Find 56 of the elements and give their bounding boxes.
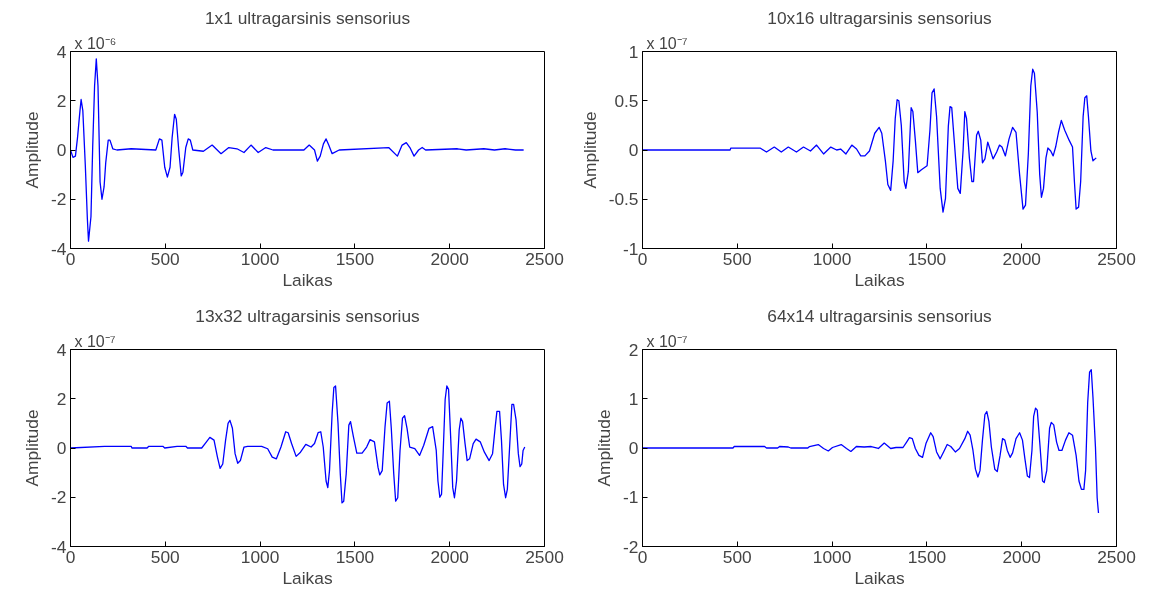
- y-tick-label: -2: [51, 487, 67, 508]
- y-tick-label: 2: [56, 388, 67, 409]
- x-tick-label: 500: [722, 546, 752, 567]
- x-tick-label: 500: [150, 546, 180, 567]
- y-axis-title: Amplitude: [579, 111, 600, 189]
- y-tick-label: 0.5: [614, 90, 639, 111]
- chart-title: 13x32 ultragarsinis sensorius: [195, 305, 421, 326]
- y-tick-label: 2: [56, 90, 67, 111]
- y-tick-label: 4: [56, 41, 67, 62]
- x-tick-label: 1000: [812, 248, 852, 269]
- x-tick-label: 1000: [240, 546, 280, 567]
- x-tick-label: 1000: [812, 546, 852, 567]
- x-tick-label: 2500: [1097, 248, 1136, 269]
- x-axis-title: Laikas: [282, 269, 333, 290]
- chart-title: 1x1 ultragarsinis sensorius: [204, 7, 411, 28]
- x-axis-title: Laikas: [854, 567, 905, 588]
- y-tick-label: 0: [628, 438, 639, 458]
- y-axis-title: Amplitude: [22, 409, 43, 487]
- annotation: x 10⁻⁷: [74, 332, 116, 350]
- x-tick-label: 2500: [525, 248, 564, 269]
- y-tick-label: -4: [51, 238, 67, 259]
- x-tick-label: 500: [722, 248, 752, 269]
- x-tick-label: 1500: [907, 546, 947, 567]
- annotation: x 10⁻⁷: [646, 34, 688, 52]
- y-tick-label: 0: [56, 140, 67, 160]
- y-axis-title: Amplitude: [594, 409, 615, 487]
- annotation: x 10⁻⁷: [646, 332, 688, 350]
- y-tick-label: -1: [623, 487, 639, 508]
- y-tick-label: 0: [628, 140, 639, 160]
- x-tick-label: 1500: [907, 248, 947, 269]
- x-tick-label: 2000: [430, 248, 469, 269]
- y-tick-label: -2: [623, 536, 639, 557]
- x-tick-label: 2000: [1002, 546, 1041, 567]
- x-tick-label: 2500: [525, 546, 564, 567]
- y-tick-label: 0: [56, 438, 67, 458]
- annotation: x 10⁻⁶: [74, 34, 117, 52]
- y-axis-title: Amplitude: [22, 111, 43, 189]
- chart-title: 10x16 ultragarsinis sensorius: [767, 7, 993, 28]
- x-tick-label: 2000: [430, 546, 469, 567]
- x-axis-title: Laikas: [282, 567, 333, 588]
- y-tick-label: 4: [56, 339, 67, 360]
- y-tick-label: -2: [51, 189, 67, 210]
- x-tick-label: 1500: [335, 248, 375, 269]
- x-tick-label: 1500: [335, 546, 375, 567]
- y-tick-label: 1: [628, 41, 639, 62]
- y-tick-label: 2: [628, 339, 639, 360]
- chart-title: 64x14 ultragarsinis sensorius: [767, 305, 993, 326]
- x-axis-title: Laikas: [854, 269, 905, 290]
- x-tick-label: 500: [150, 248, 180, 269]
- y-tick-label: 1: [628, 388, 639, 409]
- x-tick-label: 2000: [1002, 248, 1041, 269]
- x-tick-label: 1000: [240, 248, 280, 269]
- y-tick-label: -4: [51, 536, 67, 557]
- y-tick-label: -0.5: [608, 189, 639, 210]
- x-tick-label: 2500: [1097, 546, 1136, 567]
- y-tick-label: -1: [623, 238, 639, 259]
